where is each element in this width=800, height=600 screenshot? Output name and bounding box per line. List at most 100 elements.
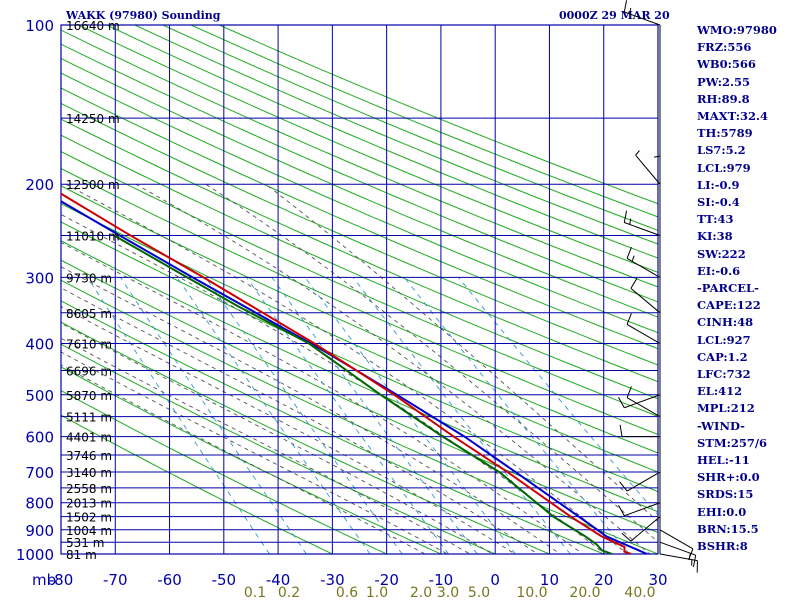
pressure-axis-label: mb bbox=[32, 571, 56, 589]
dry-adiabat bbox=[61, 57, 658, 318]
mixing-ratio-label: 1.0 bbox=[366, 585, 388, 600]
height-label: 3746 m bbox=[66, 449, 112, 463]
pressure-tick-label: 300 bbox=[25, 269, 54, 287]
wind-barb-flag bbox=[626, 313, 632, 325]
wind-barb-flag bbox=[630, 277, 638, 289]
wind-barb-flag bbox=[618, 397, 625, 408]
index-value: -PARCEL- bbox=[697, 281, 759, 296]
wind-barb-flag bbox=[619, 424, 623, 437]
grid bbox=[60, 24, 659, 555]
index-value: STM:257/6 bbox=[697, 435, 768, 450]
dry-adiabat bbox=[61, 221, 658, 493]
index-value: TT:43 bbox=[697, 212, 734, 227]
index-value: MPL:212 bbox=[697, 401, 755, 416]
dry-adiabat bbox=[61, 259, 658, 534]
dry-adiabat bbox=[61, 43, 658, 303]
height-label: 5111 m bbox=[66, 411, 112, 425]
index-value: FRZ:556 bbox=[697, 40, 752, 55]
temperature-tick-label: -60 bbox=[157, 571, 182, 589]
dry-adiabat bbox=[78, 25, 658, 273]
wind-barb-flag bbox=[626, 247, 632, 259]
wind-barb-flag bbox=[629, 218, 632, 225]
temperature-tick-label: 30 bbox=[648, 571, 667, 589]
dry-adiabat bbox=[61, 72, 658, 334]
index-value: KI:38 bbox=[697, 229, 733, 244]
wind-barbs bbox=[618, 0, 698, 573]
wind-barb bbox=[619, 471, 661, 492]
wind-barb-flag bbox=[688, 548, 694, 561]
index-value: SW:222 bbox=[697, 246, 746, 261]
moist-adiabat bbox=[61, 266, 561, 554]
moist-adiabat bbox=[61, 322, 494, 554]
dry-adiabat bbox=[61, 203, 658, 473]
wind-barb-flag bbox=[629, 7, 632, 15]
wind-barb-flag bbox=[631, 255, 635, 262]
index-value: PW:2.55 bbox=[697, 74, 751, 89]
temperature-tick-label: 10 bbox=[540, 571, 559, 589]
pressure-tick-label: 100 bbox=[25, 17, 54, 35]
dry-adiabat bbox=[61, 240, 658, 513]
mixing-ratio-line bbox=[87, 277, 270, 554]
height-label: 16640 m bbox=[66, 19, 120, 33]
temperature-tick-label: 0 bbox=[490, 571, 500, 589]
height-label: 14250 m bbox=[66, 112, 120, 126]
dry-adiabat bbox=[61, 321, 551, 554]
moist-adiabat bbox=[65, 183, 629, 554]
index-value: LCL:927 bbox=[697, 332, 751, 347]
wind-barb bbox=[635, 150, 661, 185]
wind-barb bbox=[623, 210, 661, 236]
dry-adiabat bbox=[61, 87, 658, 350]
mixing-ratio-line bbox=[246, 277, 449, 554]
pressure-tick-label: 500 bbox=[25, 387, 54, 405]
mixing-ratio-label: 0.2 bbox=[278, 585, 300, 600]
dry-adiabat bbox=[61, 300, 606, 554]
index-value: BRN:15.5 bbox=[697, 521, 759, 536]
moist-adiabat bbox=[61, 337, 471, 554]
wind-barb-flag bbox=[635, 150, 640, 156]
index-value: MAXT:32.4 bbox=[697, 109, 768, 124]
mixing-ratio-label: 3.0 bbox=[437, 585, 459, 600]
wind-barb-staff bbox=[624, 394, 661, 409]
dry-adiabat bbox=[61, 134, 658, 400]
moist-adiabat bbox=[205, 183, 658, 543]
moist-adiabat bbox=[61, 242, 584, 554]
index-value: HEL:-11 bbox=[697, 453, 750, 468]
wind-barb-flag bbox=[621, 532, 632, 542]
wind-barb-staff bbox=[630, 516, 661, 542]
wind-barb bbox=[618, 502, 661, 517]
temperature-tick-label: -10 bbox=[429, 571, 454, 589]
pressure-tick-label: 900 bbox=[25, 522, 54, 540]
pressure-tick-label: 1000 bbox=[16, 546, 54, 564]
moist-adiabat bbox=[61, 306, 516, 554]
height-label: 2558 m bbox=[66, 482, 112, 496]
dewpoint-trace bbox=[113, 234, 613, 554]
index-value: EL:412 bbox=[697, 384, 743, 399]
mixing-ratio-label: 0.6 bbox=[336, 585, 358, 600]
wind-barb bbox=[659, 553, 698, 573]
index-value: WMO:97980 bbox=[697, 23, 777, 37]
temperature-tick-label: -20 bbox=[374, 571, 399, 589]
index-value: LS7:5.2 bbox=[697, 143, 746, 158]
dry-adiabat bbox=[134, 25, 658, 245]
index-value: LCL:979 bbox=[697, 160, 751, 175]
index-value: EHI:0.0 bbox=[697, 504, 747, 519]
moist-adiabat bbox=[265, 183, 658, 523]
wind-barb-staff bbox=[626, 471, 661, 492]
wind-barb bbox=[626, 386, 661, 418]
index-value: -WIND- bbox=[697, 418, 745, 433]
height-label: 1502 m bbox=[66, 511, 112, 525]
height-label: 1004 m bbox=[66, 524, 112, 538]
wind-barb-flag bbox=[626, 386, 632, 398]
dry-adiabat bbox=[61, 185, 658, 454]
wind-barb-staff bbox=[659, 553, 698, 562]
height-label: 531 m bbox=[66, 536, 104, 550]
wind-barb-flag bbox=[619, 481, 628, 492]
index-value: CAPE:122 bbox=[697, 298, 761, 313]
mixing-ratio-label: 10.0 bbox=[516, 585, 547, 600]
wind-barb-staff bbox=[659, 541, 696, 556]
index-value: WB0:566 bbox=[697, 57, 756, 72]
wind-barb bbox=[659, 529, 694, 561]
mixing-ratio-line bbox=[304, 277, 516, 554]
mixing-ratio-label: 0.1 bbox=[244, 585, 266, 600]
mixing-ratio-line bbox=[352, 277, 571, 554]
